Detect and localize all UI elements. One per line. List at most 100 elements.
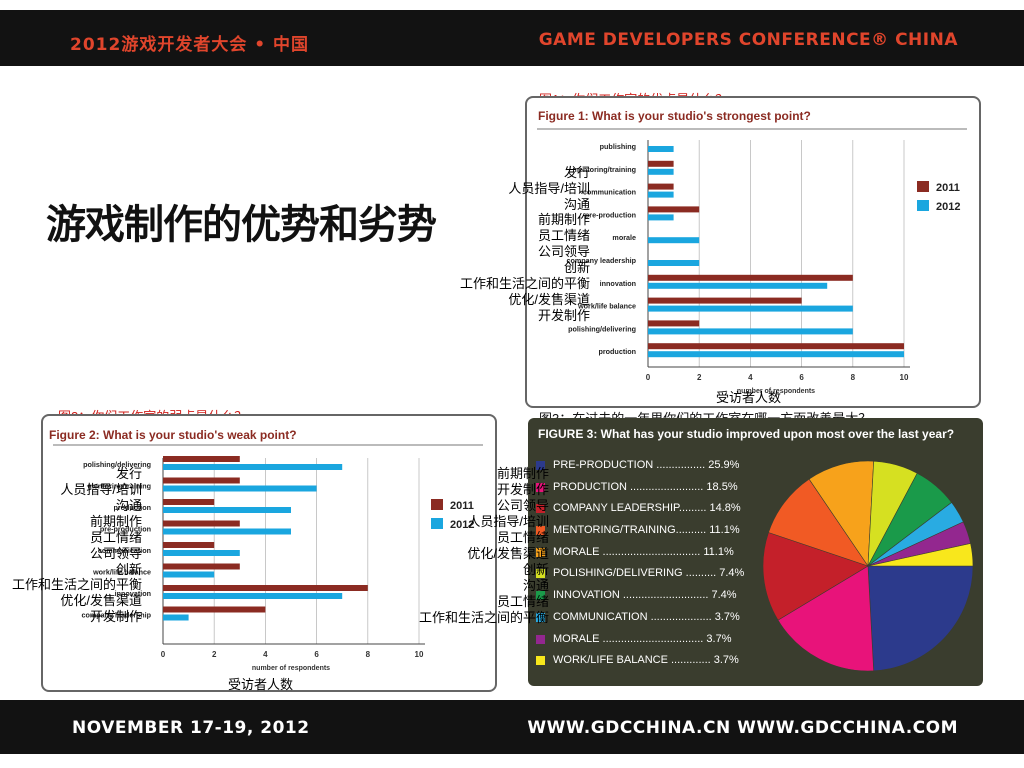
figure3-legend-row: WORK/LIFE BALANCE ............. 3.7% xyxy=(536,653,766,675)
figure3-slice xyxy=(867,565,974,672)
figure3-legend: PRE-PRODUCTION ................ 25.9% PRO… xyxy=(536,458,766,675)
figure1-xtick-label: 6 xyxy=(799,373,804,382)
figure3-cn-label: 开发制作 xyxy=(496,482,549,497)
figure2-category-label: communication xyxy=(98,546,151,555)
figure1-bar-2011 xyxy=(648,206,700,213)
figure2-xtick-label: 8 xyxy=(366,650,371,659)
figure2-bar-2011 xyxy=(163,542,215,548)
figure1-xtick-label: 0 xyxy=(646,373,651,382)
figure3-legend-row: COMPANY LEADERSHIP......... 14.8% xyxy=(536,501,766,523)
figure1-bar-2011 xyxy=(648,183,674,190)
figure3-legend-swatch xyxy=(536,634,545,644)
figure2-cn-label: 人员指导/培训 xyxy=(60,482,142,497)
figure1-legend-label: 2012 xyxy=(936,201,960,213)
figure3-slice xyxy=(762,532,869,621)
figure3-legend-row: MORALE ................................ … xyxy=(536,545,766,567)
figure2-bar-2012 xyxy=(163,507,291,513)
figure2-xtick-label: 10 xyxy=(415,650,424,659)
figure1-xtick-label: 4 xyxy=(748,373,753,382)
figure3-legend-row: INNOVATION ............................ … xyxy=(536,588,766,610)
figure1-xlabel: number of respondents xyxy=(737,388,815,395)
figure3-legend-label: MENTORING/TRAINING.......... 11.1% xyxy=(553,524,740,537)
figure1-category-label: company leadership xyxy=(566,256,636,265)
figure3-cn-label: 公司领导 xyxy=(496,498,549,513)
figure1-cn-label: 员工情绪 xyxy=(537,228,590,243)
figure1-category-label: polishing/delivering xyxy=(568,324,636,333)
figure3-legend-swatch xyxy=(536,526,545,536)
figure3-legend-swatch xyxy=(536,612,545,622)
figure2-bar-2012 xyxy=(163,614,189,621)
figure3-legend-swatch xyxy=(536,547,545,557)
figure1-bar-2012 xyxy=(648,237,700,244)
figure1-legend-swatch xyxy=(917,181,929,192)
figure3-cn-label: 优化/发售渠道 xyxy=(467,546,549,561)
figure2-legend-label: 2011 xyxy=(450,500,474,512)
figure2-category-label: mentoring/training xyxy=(88,482,152,491)
figure3-legend-label: MORALE .................................… xyxy=(553,632,732,645)
figure1-cn-label: 工作和生活之间的平衡 xyxy=(459,276,590,291)
figure1-cn-label: 前期制作 xyxy=(537,212,590,227)
figure1-cn-label: 沟通 xyxy=(563,197,590,212)
figure3-cn-label: 员工情绪 xyxy=(496,530,549,545)
figure2-cn-label: 员工情绪 xyxy=(89,530,142,545)
figure2-title: Figure 2: What is your studio's weak poi… xyxy=(49,428,297,442)
header-right-text: GAME DEVELOPERS CONFERENCE® CHINA xyxy=(538,30,958,50)
slide-title: 游戏制作的优势和劣势 xyxy=(46,202,437,248)
figure1-cn-label: 公司领导 xyxy=(537,244,590,259)
figure3-legend-row: PRE-PRODUCTION ................ 25.9% xyxy=(536,458,766,480)
figure2-xtick-label: 6 xyxy=(314,650,319,659)
figure3-legend-label: COMMUNICATION .................... 3.7% xyxy=(553,610,740,623)
figure3-slice xyxy=(777,565,875,672)
figure2-bar-2011 xyxy=(163,499,215,505)
figure3-cn-label: 前期制作 xyxy=(496,466,549,481)
figure1-category-label: publishing xyxy=(600,142,636,151)
figure2-category-label: pre-production xyxy=(100,525,151,534)
figure3-legend-row: COMMUNICATION .................... 3.7% xyxy=(536,610,766,632)
figure3-cn-label: 沟通 xyxy=(522,578,549,593)
figure3-legend-label: PRE-PRODUCTION ................ 25.9% xyxy=(553,459,740,471)
figure1-chart: 0 2 4 6 8 10 number of respondents publishing me… xyxy=(537,128,967,395)
figure2-cn-label: 工作和生活之间的平衡 xyxy=(11,577,142,592)
footer-urls: WWW.GDCCHINA.CN WWW.GDCCHINA.COM xyxy=(527,718,958,738)
figure1-bar-2011 xyxy=(648,343,904,350)
figure3-legend-swatch xyxy=(536,656,545,666)
figure1-legend-label: 2011 xyxy=(936,182,960,194)
figure2-category-label: company leadership xyxy=(81,611,151,620)
figure3-legend-swatch xyxy=(536,461,545,470)
header-bar: 2012游戏开发者大会 • 中国 GAME DEVELOPERS CONFERE… xyxy=(0,10,1024,66)
figure1-bar-2012 xyxy=(648,214,674,221)
figure2-panel: Figure 2: What is your studio's weak poi… xyxy=(41,414,497,692)
header-left-text: 2012游戏开发者大会 • 中国 xyxy=(70,35,310,55)
figure1-category-label: work/life balance xyxy=(577,302,636,311)
figure2-category-label: polishing/delivering xyxy=(83,460,151,469)
figure2-bar-2012 xyxy=(163,550,240,556)
figure1-bar-2012 xyxy=(648,328,853,335)
figure1-cn-label: 优化/发售渠道 xyxy=(508,292,590,307)
figure2-legend-swatch xyxy=(431,518,443,529)
figure2-legend-label: 2012 xyxy=(450,519,474,531)
figure2-cn-label: 公司领导 xyxy=(89,546,142,561)
figure1-bar-2012 xyxy=(648,146,674,152)
footer-date: NOVEMBER 17-19, 2012 xyxy=(72,718,310,738)
figure2-bar-2011 xyxy=(163,606,266,613)
figure1-title: Figure 1: What is your studio's stronges… xyxy=(538,109,811,123)
figure2-cn-label: 沟通 xyxy=(115,498,142,513)
figure3-legend-swatch xyxy=(536,569,545,579)
figure1-cn-label: 创新 xyxy=(563,260,590,275)
figure1-bar-2012 xyxy=(648,260,700,266)
figure1-xtick-label: 10 xyxy=(900,373,909,382)
figure2-bar-2011 xyxy=(163,477,240,484)
figure3-panel: FIGURE 3: What has your studio improved … xyxy=(528,418,983,686)
figure1-bar-2011 xyxy=(648,320,700,327)
figure2-bar-2012 xyxy=(163,528,291,535)
figure1-category-label: mentoring/training xyxy=(573,165,637,174)
figure2-xlabel: number of respondents xyxy=(252,665,330,672)
figure3-legend-label: MORALE ................................ … xyxy=(553,545,734,558)
figure3-cn-label: 工作和生活之间的平衡 xyxy=(418,610,549,625)
figure3-legend-row: PRODUCTION ........................ 18.5… xyxy=(536,480,766,502)
figure1-bar-2011 xyxy=(648,274,853,281)
figure1-xtick-label: 2 xyxy=(697,373,702,382)
figure2-xtick-label: 0 xyxy=(161,650,166,659)
figure3-legend-label: WORK/LIFE BALANCE ............. 3.7% xyxy=(553,654,739,667)
figure1-category-label: communication xyxy=(583,188,636,197)
